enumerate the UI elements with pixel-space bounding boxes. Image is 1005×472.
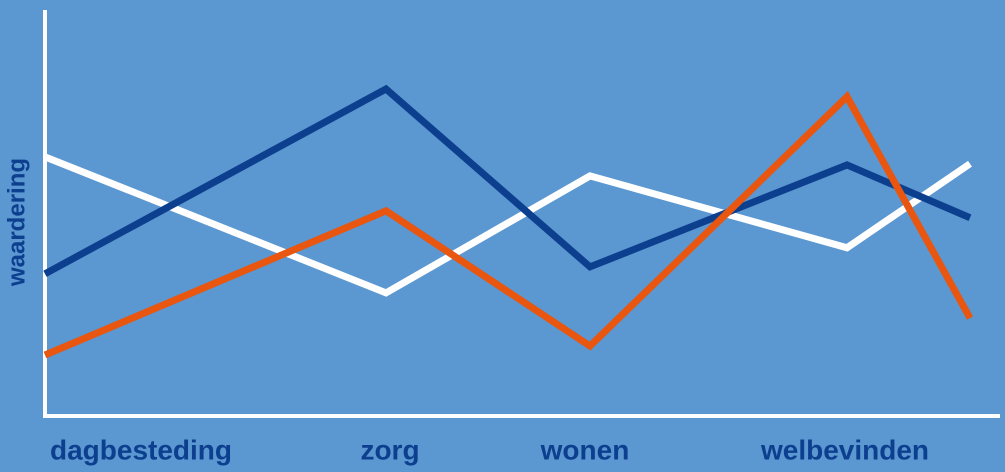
line-series: [43, 91, 974, 359]
x-tick-label: zorg: [360, 434, 419, 465]
x-tick-label: dagbesteding: [50, 434, 232, 465]
x-tick-label: welbevinden: [760, 434, 929, 465]
x-tick-label: wonen: [540, 434, 630, 465]
y-axis-label: waardering: [3, 158, 30, 287]
line-series: [43, 84, 972, 277]
line-series: [43, 153, 972, 297]
